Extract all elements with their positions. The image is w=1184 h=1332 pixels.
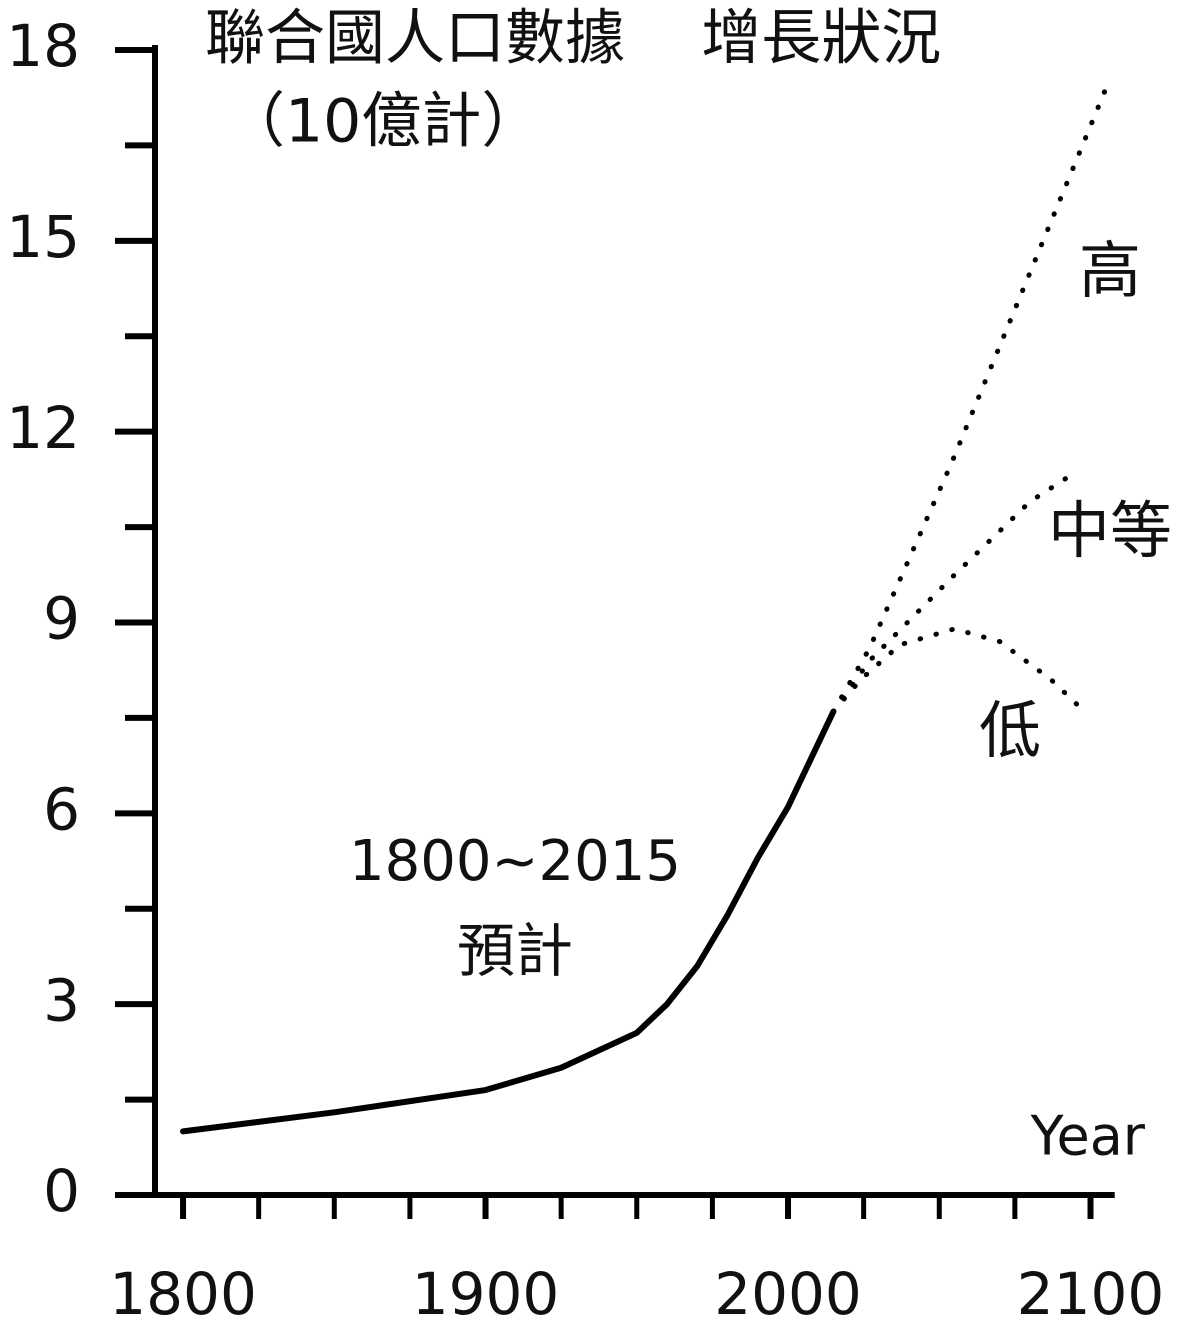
x-tick-label: 1900 [412,1260,560,1328]
y-tick-label: 9 [43,585,80,653]
y-tick-label: 18 [6,12,80,80]
series-line [830,626,1087,715]
chart-subtitle: （10億計） [225,87,541,157]
series-label: 低 [979,694,1041,767]
x-tick-label: 2000 [714,1260,862,1328]
y-tick-label: 0 [43,1157,80,1225]
x-tick-label: 1800 [109,1260,257,1328]
series-label: 中等 [1048,494,1172,567]
y-tick-label: 12 [6,394,80,462]
series-line [830,79,1112,715]
series-line [830,473,1072,715]
annotation: 預計 [457,917,573,985]
series-label: 高 [1079,234,1141,307]
series-line [180,708,837,1135]
y-tick-label: 15 [6,203,80,271]
x-tick-label: 2100 [1017,1260,1165,1328]
x-axis-label: Year [1030,1105,1146,1168]
chart-title: 聯合國人口數據 增長狀況 [205,4,941,74]
annotation: 1800~2015 [349,829,681,894]
y-tick-label: 6 [43,775,80,843]
y-tick-label: 3 [43,966,80,1034]
